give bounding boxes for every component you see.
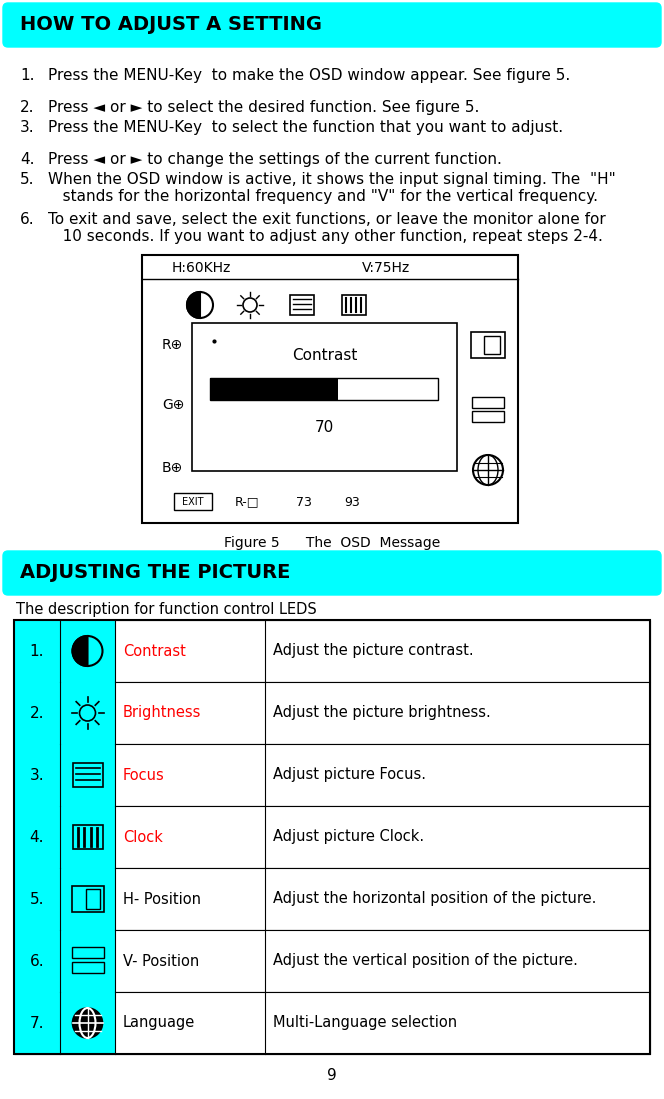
Bar	[60, 682, 115, 744]
Text: 2.: 2.	[30, 706, 44, 721]
Bar	[14, 744, 60, 806]
Bar	[14, 992, 60, 1054]
Bar	[472, 411, 504, 422]
Bar	[14, 806, 60, 868]
Bar	[60, 930, 115, 992]
Text: 1.: 1.	[30, 644, 44, 658]
Text: Multi-Language selection: Multi-Language selection	[273, 1015, 457, 1031]
Text: Contrast: Contrast	[123, 644, 186, 658]
Bar	[342, 295, 366, 315]
Bar	[174, 493, 212, 510]
Bar	[72, 763, 102, 787]
Text: Contrast: Contrast	[291, 347, 357, 363]
Text: Clock: Clock	[123, 830, 163, 844]
Text: 93: 93	[344, 496, 360, 509]
FancyBboxPatch shape	[3, 3, 661, 47]
Bar	[14, 620, 650, 682]
Bar	[72, 886, 104, 912]
Bar	[14, 992, 650, 1054]
Text: R-□: R-□	[235, 496, 259, 509]
Text: R⊕: R⊕	[162, 338, 183, 352]
Bar	[14, 868, 650, 930]
Text: EXIT: EXIT	[182, 497, 204, 507]
Text: 3.: 3.	[30, 767, 44, 782]
Bar	[14, 930, 650, 992]
Text: Focus: Focus	[123, 767, 165, 782]
FancyBboxPatch shape	[3, 551, 661, 595]
Text: Adjust the picture contrast.: Adjust the picture contrast.	[273, 644, 473, 658]
Text: 6.: 6.	[20, 212, 35, 227]
Text: H- Position: H- Position	[123, 891, 201, 907]
Text: 9: 9	[327, 1067, 337, 1083]
Bar	[60, 992, 115, 1054]
Wedge shape	[72, 636, 88, 666]
Text: Adjust the picture brightness.: Adjust the picture brightness.	[273, 706, 491, 721]
Text: 1.: 1.	[20, 68, 35, 84]
Text: G⊕: G⊕	[162, 398, 185, 412]
Text: B⊕: B⊕	[162, 460, 183, 475]
Bar	[14, 806, 650, 868]
Bar	[72, 962, 104, 973]
Text: 5.: 5.	[20, 173, 35, 187]
Text: Adjust picture Focus.: Adjust picture Focus.	[273, 767, 426, 782]
Text: Adjust picture Clock.: Adjust picture Clock.	[273, 830, 424, 844]
Text: H:60KHz: H:60KHz	[172, 260, 231, 275]
Text: Press the MENU-Key  to make the OSD window appear. See figure 5.: Press the MENU-Key to make the OSD windo…	[48, 68, 570, 84]
Text: V:75Hz: V:75Hz	[362, 260, 410, 275]
Text: 4.: 4.	[20, 152, 35, 167]
Bar	[14, 868, 60, 930]
Bar	[72, 947, 104, 958]
Bar	[210, 378, 338, 400]
Text: Press ◄ or ► to select the desired function. See figure 5.: Press ◄ or ► to select the desired funct…	[48, 100, 479, 115]
Bar	[14, 744, 650, 806]
Bar	[14, 682, 650, 744]
Bar	[14, 620, 650, 1054]
Circle shape	[72, 1008, 102, 1037]
Bar	[14, 682, 60, 744]
Text: 3.: 3.	[20, 120, 35, 135]
Wedge shape	[187, 292, 200, 318]
Bar	[60, 806, 115, 868]
Bar	[290, 295, 314, 315]
Text: 7.: 7.	[30, 1015, 44, 1031]
Text: Adjust the horizontal position of the picture.: Adjust the horizontal position of the pi…	[273, 891, 596, 907]
Text: The description for function control LEDS: The description for function control LED…	[16, 602, 317, 617]
Text: 6.: 6.	[30, 954, 44, 968]
Bar	[60, 868, 115, 930]
Text: 73: 73	[296, 496, 312, 509]
Bar	[142, 255, 518, 523]
Text: ADJUSTING THE PICTURE: ADJUSTING THE PICTURE	[20, 564, 290, 582]
Bar	[210, 378, 438, 400]
Text: 2.: 2.	[20, 100, 35, 115]
Text: 5.: 5.	[30, 891, 44, 907]
Text: Brightness: Brightness	[123, 706, 201, 721]
Text: To exit and save, select the exit functions, or leave the monitor alone for
   1: To exit and save, select the exit functi…	[48, 212, 606, 244]
Bar	[472, 397, 504, 408]
Text: Press ◄ or ► to change the settings of the current function.: Press ◄ or ► to change the settings of t…	[48, 152, 502, 167]
Text: V- Position: V- Position	[123, 954, 199, 968]
Text: Language: Language	[123, 1015, 195, 1031]
Bar	[60, 620, 115, 682]
Text: 4.: 4.	[30, 830, 44, 844]
Text: 70: 70	[315, 421, 334, 435]
Text: Press the MENU-Key  to select the function that you want to adjust.: Press the MENU-Key to select the functio…	[48, 120, 563, 135]
Text: When the OSD window is active, it shows the input signal timing. The  "H"
   sta: When the OSD window is active, it shows …	[48, 173, 616, 204]
Text: Figure 5      The  OSD  Message: Figure 5 The OSD Message	[224, 536, 440, 550]
Bar	[14, 620, 60, 682]
Bar	[484, 336, 500, 354]
Bar	[60, 744, 115, 806]
Text: Adjust the vertical position of the picture.: Adjust the vertical position of the pict…	[273, 954, 578, 968]
Bar	[72, 825, 102, 850]
Text: HOW TO ADJUST A SETTING: HOW TO ADJUST A SETTING	[20, 15, 322, 34]
Bar	[86, 889, 100, 909]
Bar	[14, 930, 60, 992]
Bar	[192, 323, 457, 471]
Bar	[471, 332, 505, 358]
